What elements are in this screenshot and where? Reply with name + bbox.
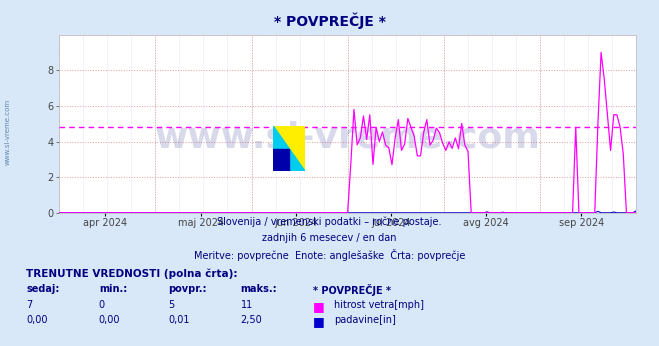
Text: 7: 7	[26, 300, 32, 310]
Text: povpr.:: povpr.:	[168, 284, 206, 294]
Text: Meritve: povprečne  Enote: anglešaške  Črta: povprečje: Meritve: povprečne Enote: anglešaške Črt…	[194, 249, 465, 262]
Text: 0,01: 0,01	[168, 315, 190, 325]
Text: 0,00: 0,00	[99, 315, 121, 325]
Polygon shape	[273, 149, 289, 171]
Polygon shape	[273, 126, 305, 171]
Text: Slovenija / vremenski podatki – ročne postaje.: Slovenija / vremenski podatki – ročne po…	[217, 216, 442, 227]
Text: ■: ■	[313, 315, 325, 328]
Text: www.si-vreme.com: www.si-vreme.com	[5, 98, 11, 165]
Polygon shape	[273, 126, 305, 171]
Text: maks.:: maks.:	[241, 284, 277, 294]
Text: padavine[in]: padavine[in]	[334, 315, 396, 325]
Text: * POVPREČJE *: * POVPREČJE *	[273, 12, 386, 29]
Text: * POVPREČJE *: * POVPREČJE *	[313, 284, 391, 296]
Text: zadnjih 6 mesecev / en dan: zadnjih 6 mesecev / en dan	[262, 233, 397, 243]
Text: hitrost vetra[mph]: hitrost vetra[mph]	[334, 300, 424, 310]
Text: ■: ■	[313, 300, 325, 313]
Text: sedaj:: sedaj:	[26, 284, 60, 294]
Text: 0: 0	[99, 300, 105, 310]
Text: TRENUTNE VREDNOSTI (polna črta):: TRENUTNE VREDNOSTI (polna črta):	[26, 268, 238, 279]
Text: 2,50: 2,50	[241, 315, 262, 325]
Text: min.:: min.:	[99, 284, 127, 294]
Text: 0,00: 0,00	[26, 315, 48, 325]
Text: 11: 11	[241, 300, 253, 310]
Text: 5: 5	[168, 300, 174, 310]
Text: www.si-vreme.com: www.si-vreme.com	[155, 121, 540, 155]
